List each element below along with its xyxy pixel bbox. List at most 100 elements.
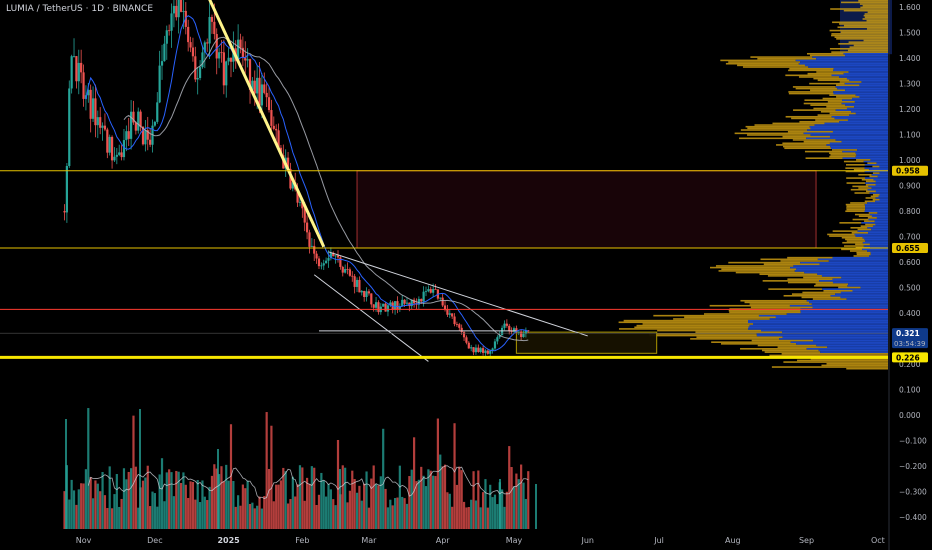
volume-bar (84, 469, 88, 529)
volume-bar (227, 480, 230, 529)
candle-body (443, 305, 447, 310)
volume-bar (63, 491, 66, 529)
vp-bar-blue (835, 109, 888, 111)
price-tick-label: −0.100 (899, 437, 927, 446)
volume-bar (82, 483, 85, 529)
vp-bar-gold (867, 11, 888, 14)
vp-bar-blue (859, 96, 888, 98)
vp-bar-gold (839, 23, 888, 25)
vp-bar-blue (855, 235, 888, 237)
vp-bar-blue (875, 180, 888, 183)
level-tag: 0.655 (896, 244, 920, 253)
vp-bar-blue (819, 280, 888, 282)
candle-body (139, 111, 142, 127)
candle-body (405, 302, 409, 304)
vp-bar-gold (793, 109, 836, 111)
volume-bar (282, 467, 285, 529)
volume-bar (305, 477, 309, 529)
vp-bar-blue (877, 212, 888, 214)
zones (356, 170, 817, 354)
vp-bar-gold (728, 309, 801, 312)
vp-bar-gold (845, 203, 865, 206)
volume-bar (108, 466, 111, 529)
vp-bar-gold (772, 122, 825, 125)
vp-bar-blue (786, 313, 888, 315)
vp-bar-gold (849, 250, 868, 252)
vp-bar-gold (618, 321, 748, 324)
candle-body (486, 350, 489, 354)
vp-bar-blue (875, 200, 888, 203)
candle-body (451, 313, 454, 317)
vp-bar-blue (761, 329, 888, 332)
vp-bar-gold (865, 223, 876, 226)
volume-bar (244, 488, 247, 529)
time-tick-label: Sep (799, 536, 814, 545)
time-tick-label: Oct (871, 536, 885, 545)
volume-bar (496, 504, 499, 529)
vp-bar-gold (846, 177, 865, 179)
price-axis[interactable]: 1.600 1.500 1.400 1.300 1.200 1.100 1.000 0.900… (888, 0, 927, 550)
vp-bar-gold (618, 328, 748, 330)
vp-bar-gold (872, 172, 880, 174)
vp-bar-gold (826, 106, 855, 108)
volume-bar (408, 476, 411, 529)
vp-bar-gold (783, 361, 888, 363)
vp-bar-gold (785, 74, 832, 77)
candle-body (196, 78, 199, 80)
candle-body (227, 57, 230, 62)
vp-bar-gold (839, 81, 862, 83)
vp-bar-blue (830, 145, 888, 148)
vp-bar-gold (759, 273, 818, 276)
price-tick-label: 0.400 (899, 309, 921, 318)
time-tick-label: Feb (295, 536, 309, 545)
volume-bar (308, 483, 311, 529)
vp-bar-gold (850, 188, 868, 191)
vp-bar-gold (806, 52, 844, 55)
volume-spike (339, 469, 341, 529)
vp-bar-gold (834, 36, 888, 38)
drawings (208, 0, 588, 362)
vp-bar-blue (840, 296, 888, 299)
volume-bar (72, 490, 76, 529)
volume-bar (363, 483, 366, 529)
vp-bar-gold (747, 134, 811, 136)
candle-body (308, 232, 311, 247)
price-tick-label: 0.800 (899, 207, 921, 216)
vp-bar-blue (828, 260, 888, 262)
candle-body (89, 89, 92, 119)
candle-body (132, 111, 135, 123)
candle-body (339, 257, 342, 267)
vp-bar-gold (782, 142, 830, 145)
vp-bar-blue (879, 198, 888, 201)
time-axis[interactable]: Nov Dec 2025 Feb Mar Apr May Jun Jul Aug Sep Oct (76, 536, 885, 545)
candle-body (491, 348, 494, 351)
vp-bar-gold (840, 31, 888, 34)
candle-body (191, 47, 195, 57)
vp-bar-blue (748, 319, 888, 322)
vp-bar-blue (863, 245, 888, 247)
vp-bar-blue (845, 54, 888, 57)
price-tick-label: 0.600 (899, 258, 921, 267)
candle-body (417, 298, 420, 305)
vp-bar-blue (877, 175, 888, 178)
vp-bar-blue (875, 223, 888, 226)
volume-bar (96, 483, 99, 529)
time-tick-label: Jul (653, 536, 664, 545)
volume-bar (367, 507, 371, 529)
candle-body (465, 337, 468, 343)
candle-body (298, 201, 302, 203)
candle-body (113, 156, 116, 161)
volume-bar (460, 470, 463, 529)
candle-body (462, 332, 466, 338)
candle-body (160, 61, 164, 66)
candle-body (365, 291, 368, 297)
vp-bar-gold (845, 164, 865, 166)
volume-bar (420, 466, 423, 529)
vp-bar-gold (728, 261, 801, 264)
candle-body (170, 13, 173, 31)
vp-bar-gold (740, 129, 808, 131)
vp-bar-gold (867, 217, 877, 219)
vp-bar-blue (832, 130, 888, 133)
vp-bar-gold (788, 91, 834, 93)
